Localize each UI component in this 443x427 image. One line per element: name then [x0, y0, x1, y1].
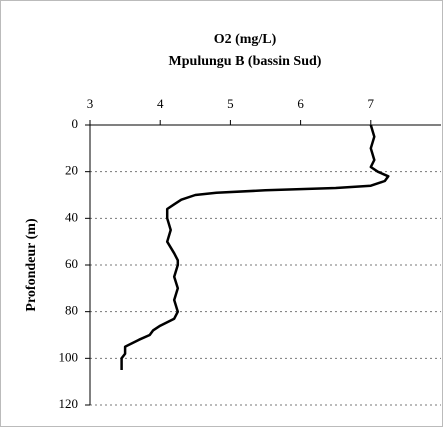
y-tick-label: 60	[65, 256, 78, 271]
y-tick-label: 100	[59, 349, 79, 364]
chart-subtitle: Mpulungu B (bassin Sud)	[169, 54, 322, 69]
o2-profile-line	[120, 124, 390, 370]
y-tick-label: 80	[65, 303, 78, 318]
y-tick-label: 120	[59, 396, 79, 411]
x-tick-label: 7	[368, 96, 375, 111]
x-tick-label: 4	[157, 96, 164, 111]
x-tick-label: 6	[297, 96, 304, 111]
chart-title: O2 (mg/L)	[214, 32, 277, 47]
y-tick-label: 40	[65, 209, 78, 224]
x-tick-label: 5	[227, 96, 234, 111]
x-tick-label: 3	[87, 96, 94, 111]
y-axis-label: Profondeur (m)	[24, 218, 39, 312]
y-tick-label: 20	[65, 163, 78, 178]
y-tick-label: 0	[72, 116, 79, 131]
